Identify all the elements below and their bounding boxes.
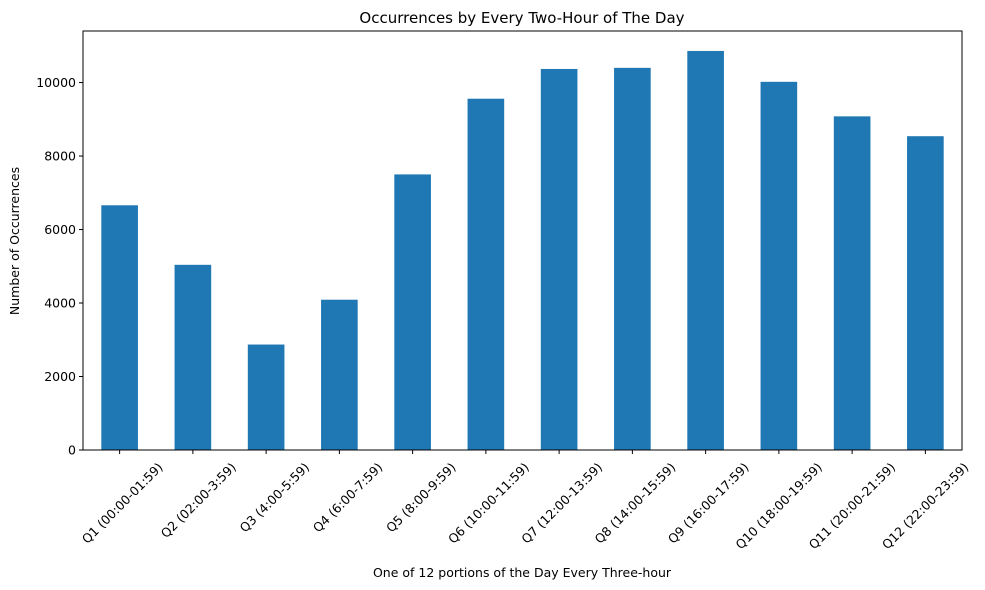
bars-group	[101, 50, 944, 451]
x-axis: Q1 (00:00-01:59)Q2 (02:00-3:59)Q3 (4:00-…	[79, 450, 971, 552]
y-tick-label-10000: 10000	[36, 75, 76, 90]
bar-11	[833, 116, 871, 451]
bar-2	[174, 264, 212, 450]
x-tick-label-9: Q9 (16:00-17:59)	[665, 460, 752, 547]
y-tick-label-4000: 4000	[44, 296, 76, 311]
y-axis: 0 2000 4000 6000 8000 10000	[36, 75, 83, 458]
y-tick-label-2000: 2000	[44, 369, 76, 384]
x-tick-label-8: Q8 (14:00-15:59)	[591, 460, 678, 547]
y-tick-label-8000: 8000	[44, 149, 76, 164]
bar-7	[540, 68, 578, 451]
x-tick-label-7: Q7 (12:00-13:59)	[518, 460, 605, 547]
y-axis-label: Number of Occurrences	[7, 167, 22, 315]
bar-6	[467, 98, 505, 450]
bar-3	[247, 344, 285, 450]
bar-9	[687, 50, 724, 450]
plot-frame	[82, 30, 963, 451]
y-tick-label-6000: 6000	[44, 222, 76, 237]
bar-1	[101, 205, 138, 450]
bar-10	[760, 81, 798, 450]
bar-8	[614, 67, 651, 450]
x-tick-label-5: Q5 (8:00-9:59)	[383, 460, 459, 536]
bar-5	[394, 174, 431, 450]
x-tick-label-2: Q2 (02:00-3:59)	[158, 460, 239, 541]
x-tick-label-3: Q3 (4:00-5:59)	[236, 460, 312, 536]
bar-4	[321, 299, 358, 450]
chart-title: Occurrences by Every Two-Hour of The Day	[359, 9, 684, 27]
x-tick-label-1: Q1 (00:00-01:59)	[79, 460, 166, 547]
x-tick-label-6: Q6 (10:00-11:59)	[445, 460, 532, 547]
x-axis-label: One of 12 portions of the Day Every Thre…	[373, 565, 672, 580]
y-tick-label-0: 0	[68, 443, 76, 458]
x-tick-label-4: Q4 (6:00-7:59)	[310, 460, 386, 536]
bar-12	[907, 136, 944, 450]
